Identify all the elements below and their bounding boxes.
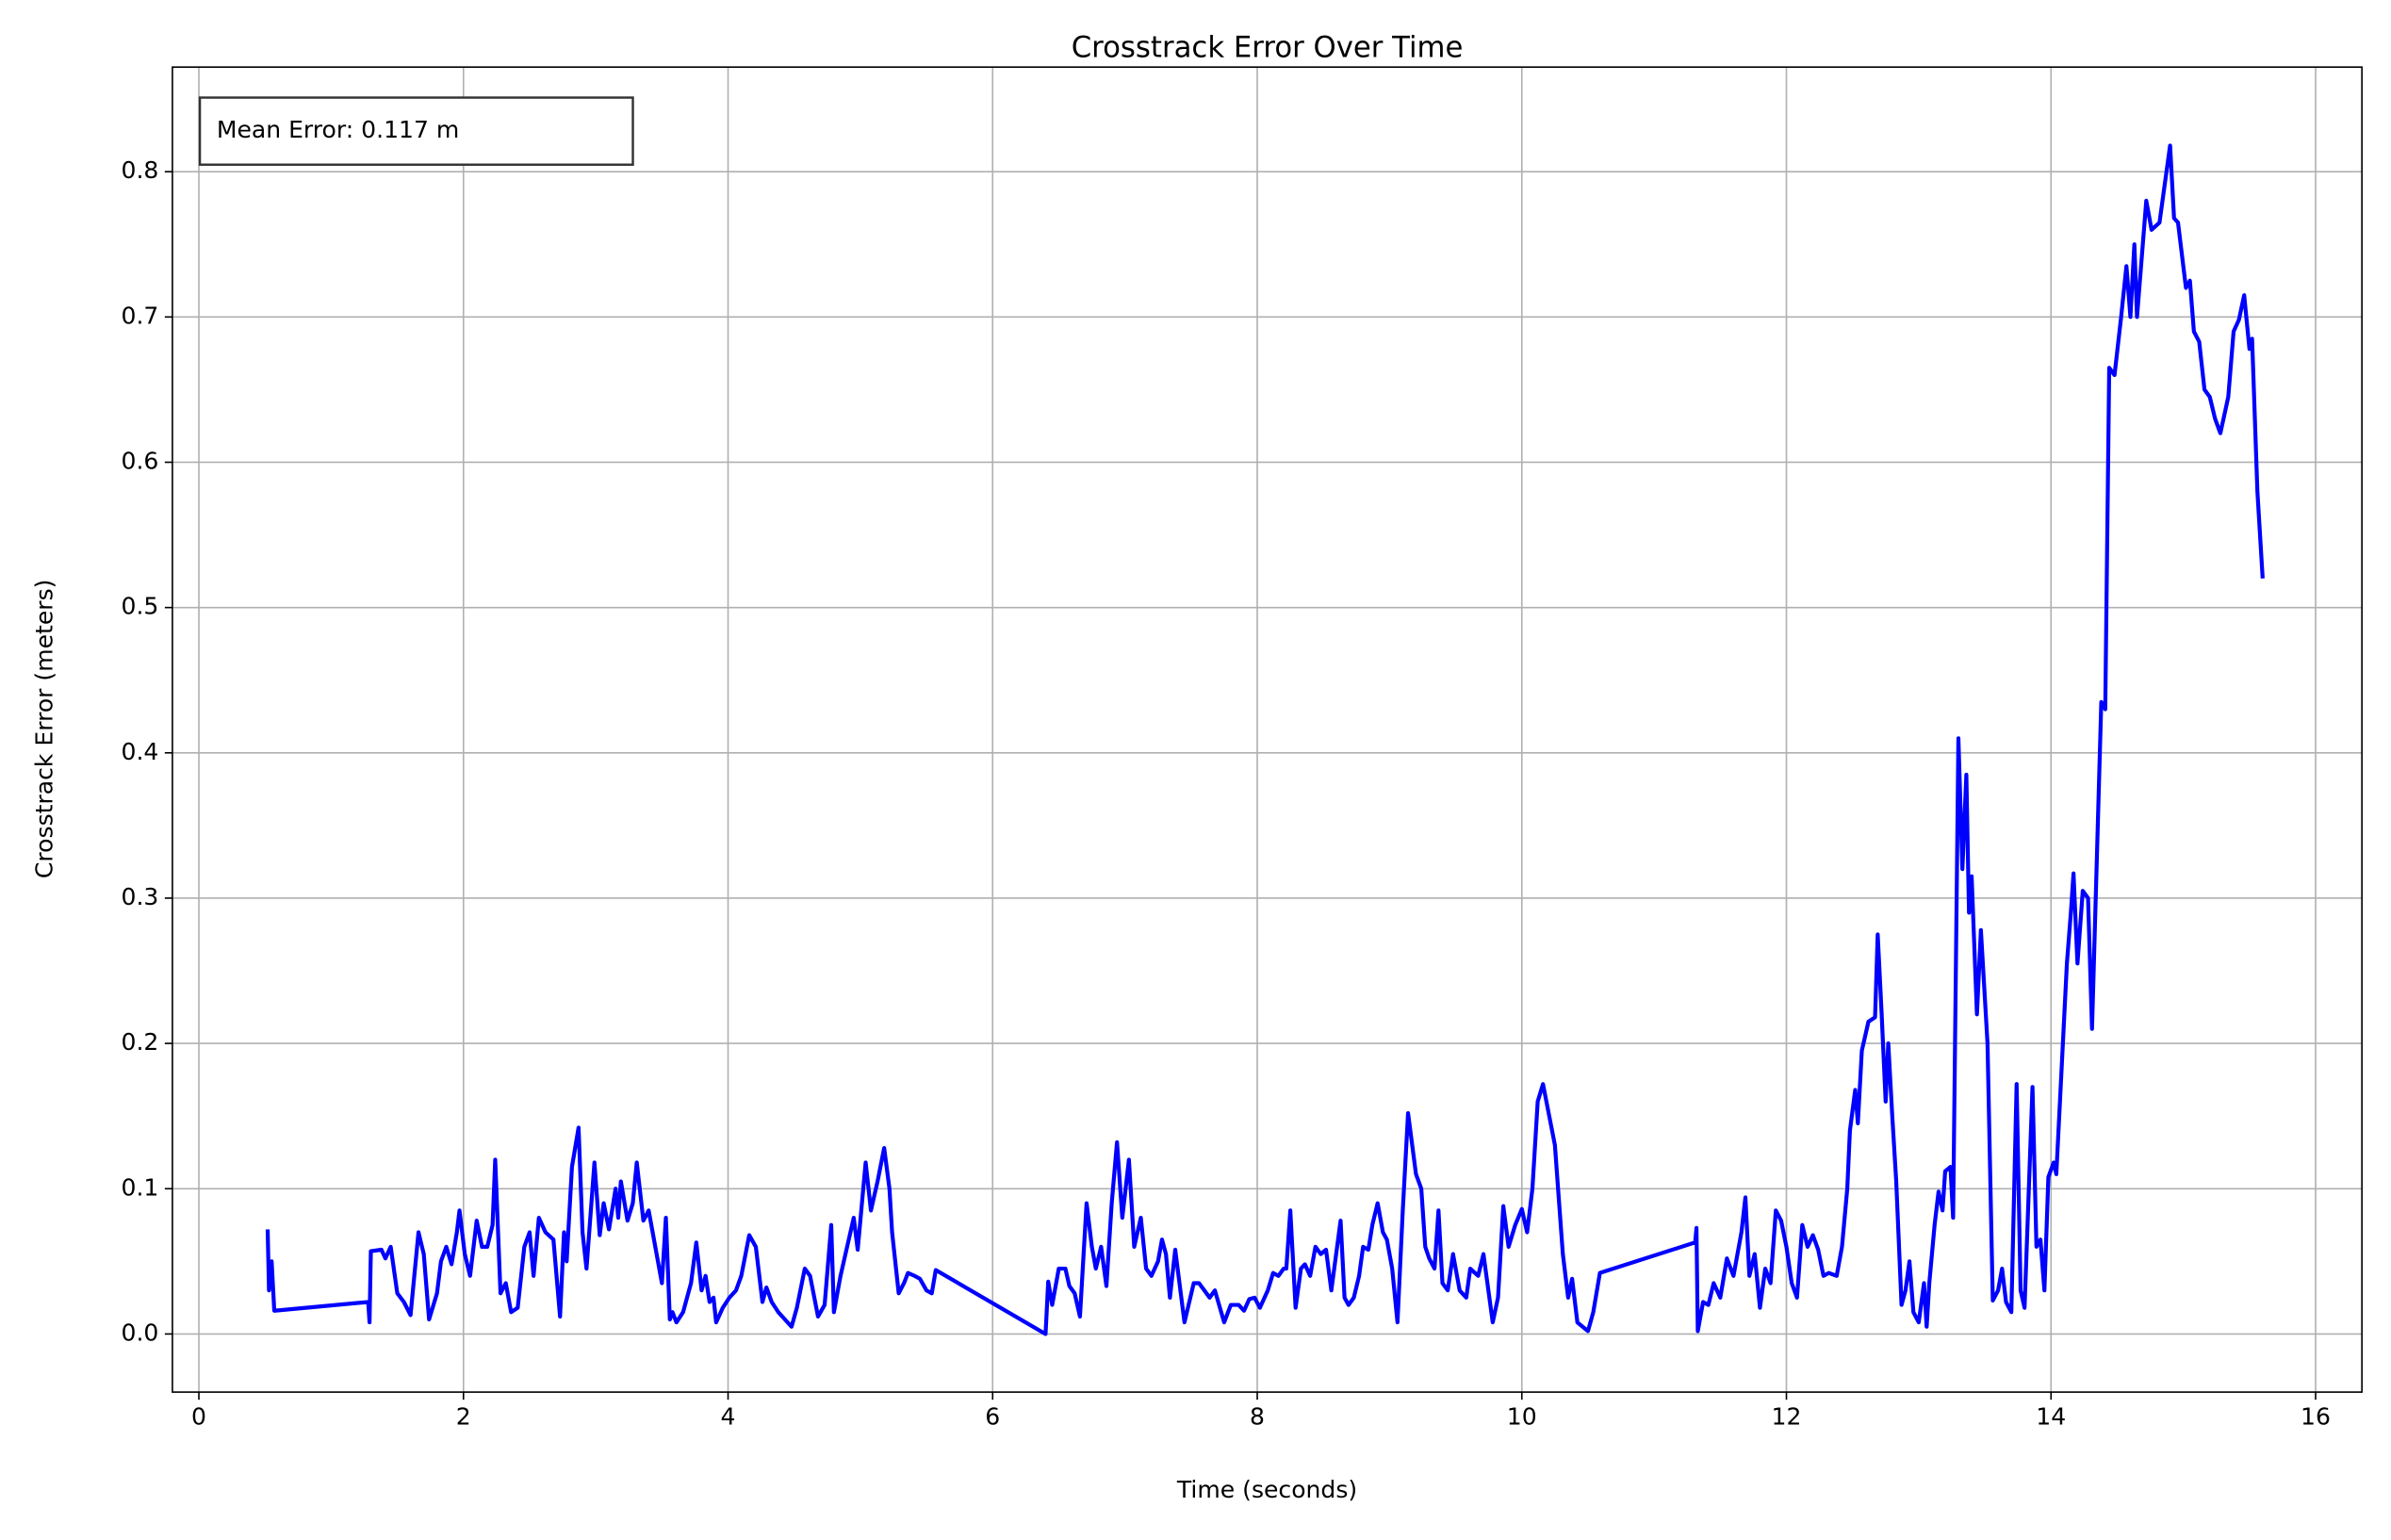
annotation: Mean Error: 0.117 m (217, 116, 459, 143)
grid: 0 2 4 6 8 10 12 14 16 0.0 0.1 0.2 0.3 0.4 0.5 0.6 0.7 0.8 (122, 67, 2363, 1431)
y-tick-label: 0.8 (122, 156, 159, 184)
y-tick-label: 0.5 (122, 593, 159, 620)
x-tick-label: 8 (1250, 1403, 1265, 1431)
x-tick-label: 16 (2301, 1403, 2331, 1431)
x-tick-label: 6 (985, 1403, 1000, 1431)
y-tick-label: 0.7 (122, 302, 159, 329)
annotation-box (198, 96, 634, 166)
y-tick-label: 0.6 (122, 447, 159, 474)
y-tick-label: 0.1 (122, 1173, 159, 1201)
axes-frame (172, 66, 2363, 1393)
y-tick-label: 0.2 (122, 1028, 159, 1056)
data-line (265, 143, 2265, 1336)
y-tick-label: 0.0 (122, 1319, 159, 1346)
chart-title: Crosstrack Error Over Time (1072, 30, 1464, 64)
plot-area (265, 143, 2265, 1336)
x-tick-label: 4 (721, 1403, 736, 1431)
x-tick-label: 12 (1772, 1403, 1802, 1431)
x-tick-label: 2 (456, 1403, 471, 1431)
x-tick-label: 0 (191, 1403, 206, 1431)
y-tick-label: 0.3 (122, 883, 159, 910)
x-tick-label: 10 (1507, 1403, 1537, 1431)
x-tick-label: 14 (2036, 1403, 2066, 1431)
x-axis-label: Time (seconds) (1176, 1476, 1357, 1503)
y-tick-label: 0.4 (122, 738, 159, 765)
y-axis-label: Crosstrack Error (meters) (31, 580, 58, 879)
